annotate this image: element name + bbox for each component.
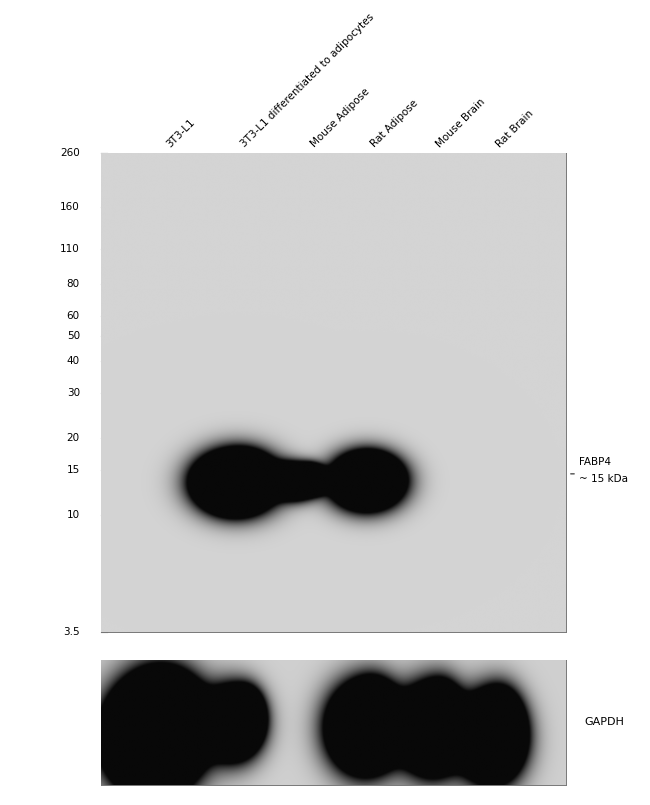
Text: Rat Adipose: Rat Adipose bbox=[369, 98, 420, 149]
Text: 3T3-L1 differentiated to adipocytes: 3T3-L1 differentiated to adipocytes bbox=[239, 12, 376, 149]
Text: Mouse Adipose: Mouse Adipose bbox=[309, 86, 371, 149]
Text: 60: 60 bbox=[67, 311, 80, 321]
Text: 20: 20 bbox=[67, 433, 80, 443]
Text: 80: 80 bbox=[67, 279, 80, 289]
Text: GAPDH: GAPDH bbox=[584, 717, 624, 728]
Text: ~ 15 kDa: ~ 15 kDa bbox=[579, 473, 629, 484]
Text: 3.5: 3.5 bbox=[63, 627, 80, 637]
Text: Rat Brain: Rat Brain bbox=[495, 108, 536, 149]
Text: 50: 50 bbox=[67, 331, 80, 341]
Text: Mouse Brain: Mouse Brain bbox=[434, 97, 487, 149]
Text: 260: 260 bbox=[60, 148, 80, 158]
Text: 40: 40 bbox=[67, 356, 80, 366]
Text: 3T3-L1: 3T3-L1 bbox=[164, 117, 197, 149]
Text: 30: 30 bbox=[67, 388, 80, 398]
Text: 15: 15 bbox=[66, 465, 80, 475]
Text: 110: 110 bbox=[60, 244, 80, 254]
Text: 10: 10 bbox=[67, 510, 80, 520]
Text: 160: 160 bbox=[60, 202, 80, 212]
Text: FABP4: FABP4 bbox=[579, 457, 612, 467]
